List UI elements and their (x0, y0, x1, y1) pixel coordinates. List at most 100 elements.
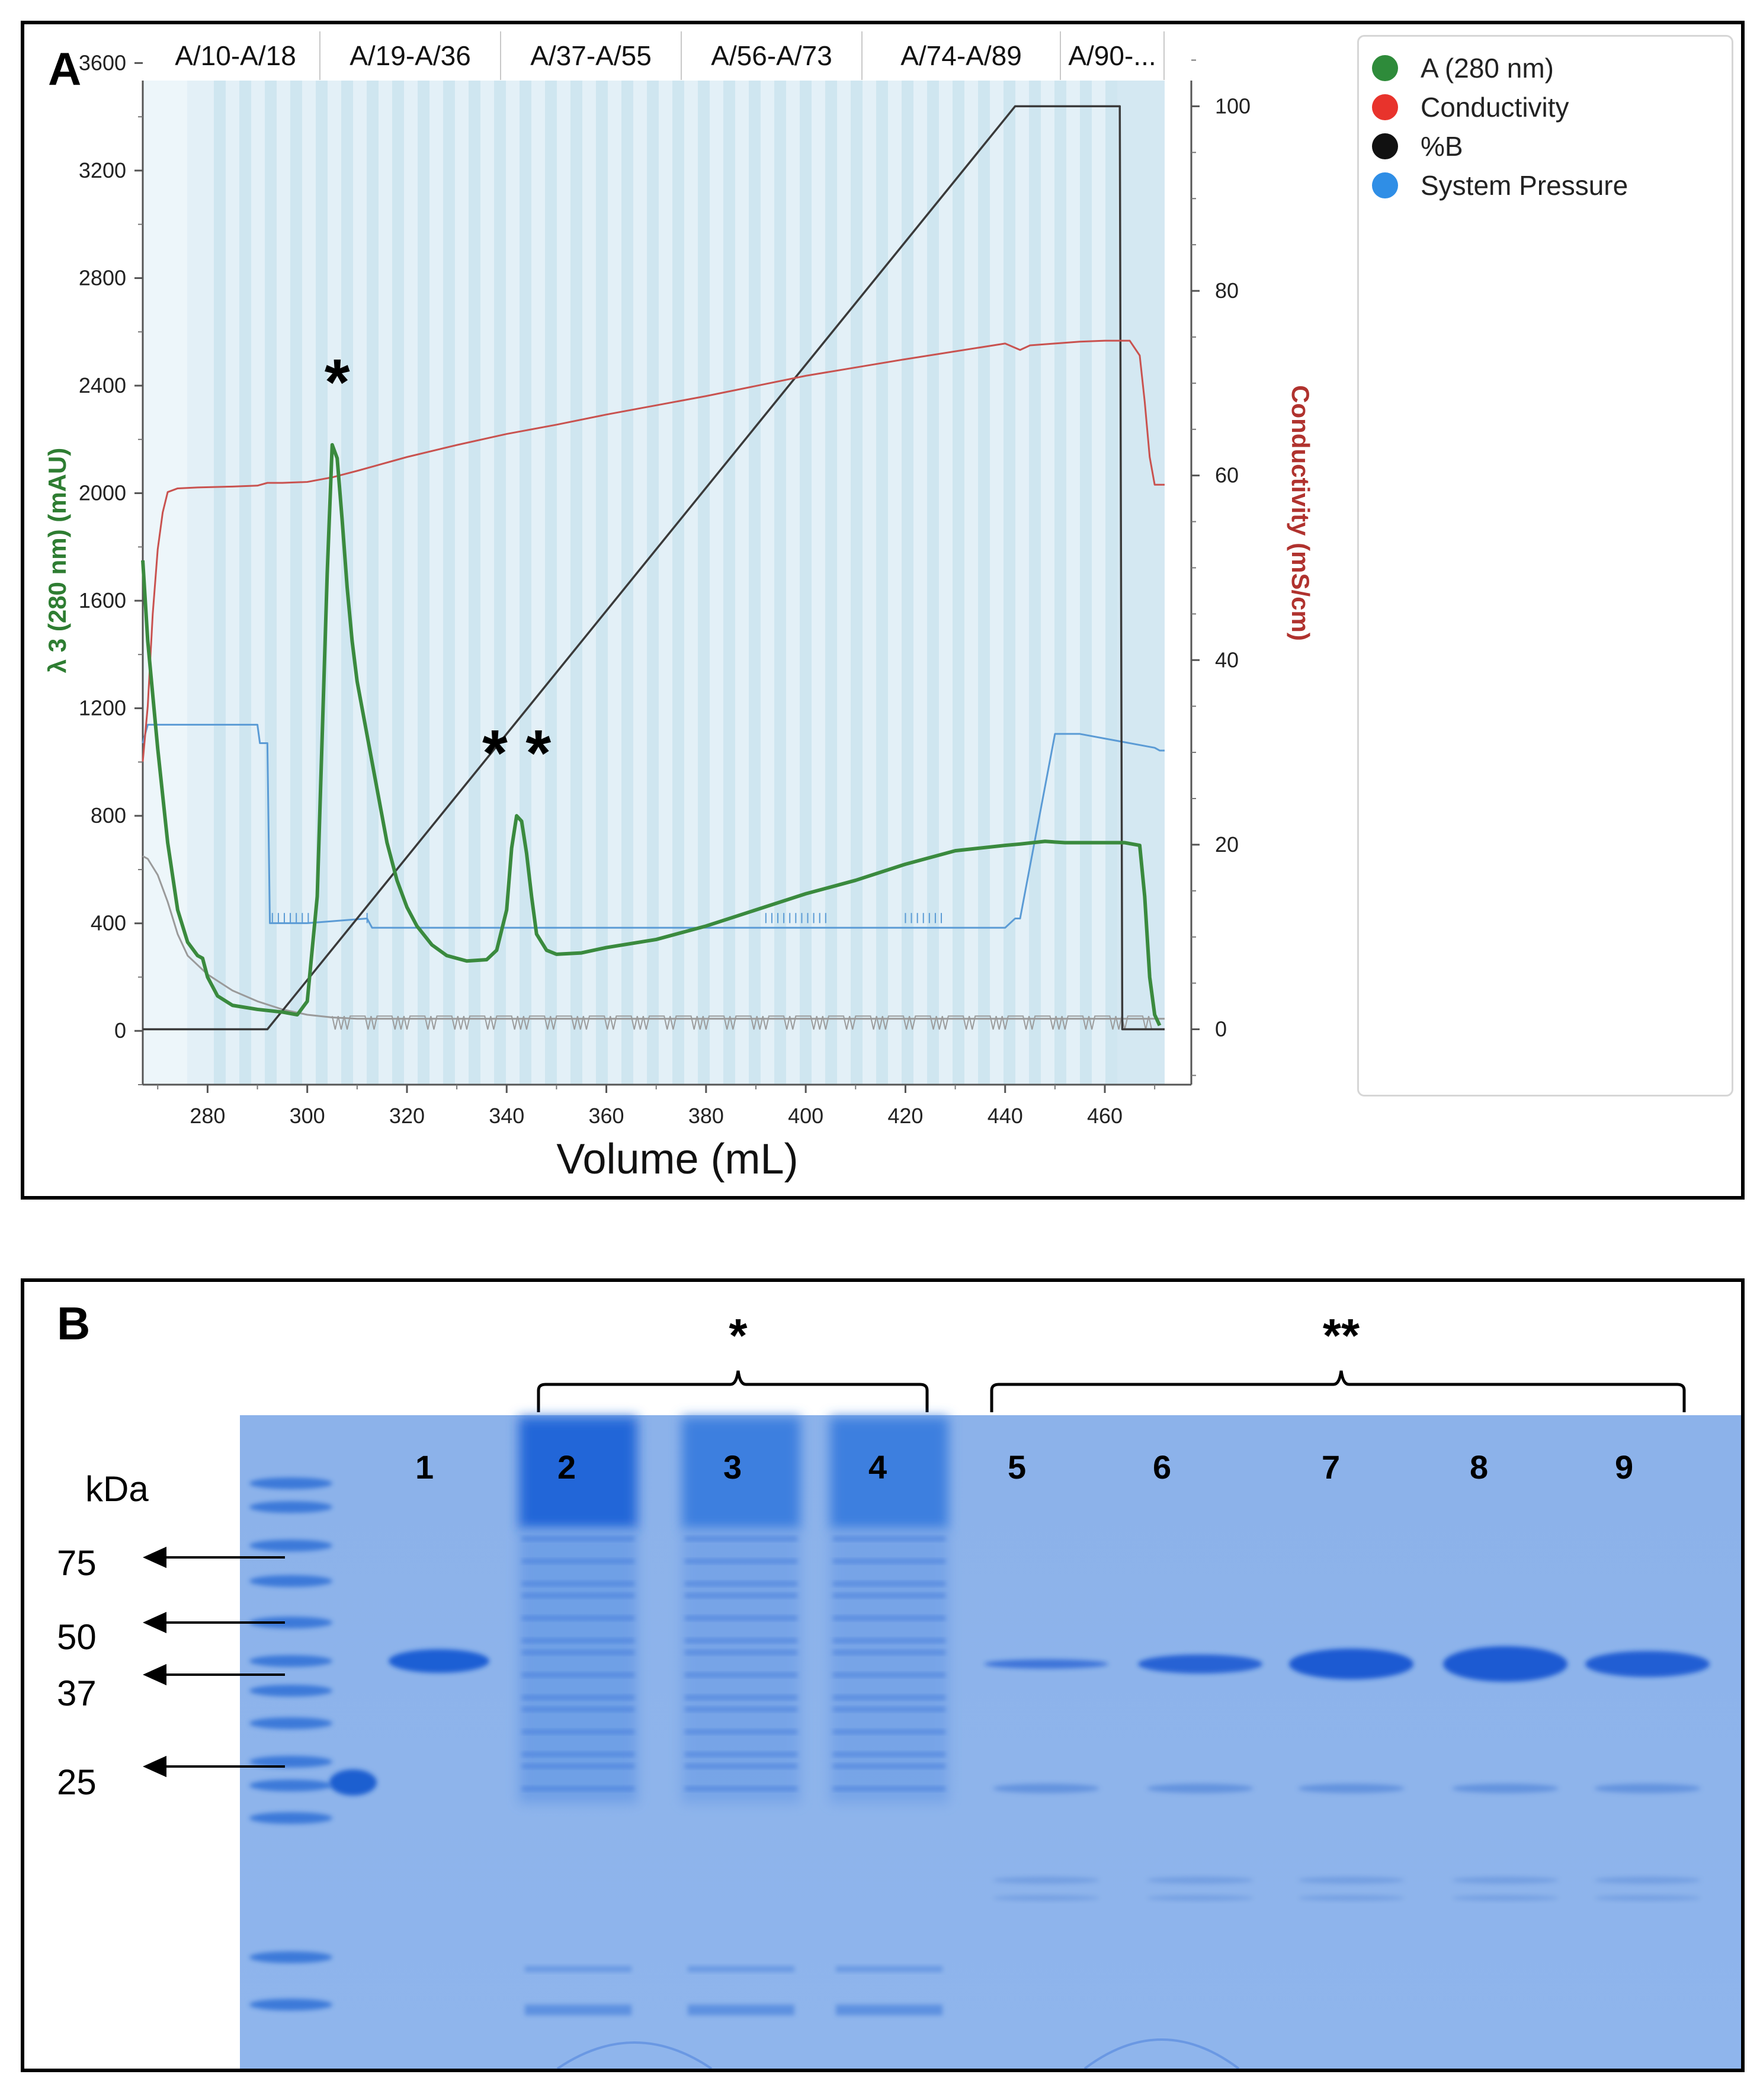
protein-band (833, 1650, 945, 1655)
series--b (143, 105, 1165, 1031)
ladder-band (249, 1501, 332, 1513)
group-label-peak-2: ** (1323, 1309, 1360, 1362)
lane-label-9: 9 (1615, 1448, 1634, 1486)
ladder-band (249, 1999, 332, 2011)
chromatogram-panel: A A/10-A/18 A/19-A/36 A/37-A/55 A/56-A/73 A/… (21, 21, 1745, 1200)
protein-band (685, 1537, 797, 1541)
fraction-stripes (214, 81, 1117, 1085)
fraction-stripe (978, 81, 990, 1085)
protein-band (522, 1650, 634, 1655)
ladder-band (249, 1717, 332, 1729)
x-tick-label: 420 (887, 1104, 923, 1128)
lane-label-2: 2 (557, 1448, 576, 1486)
peak-marker-2: * * (482, 717, 551, 790)
fraction-stripe (520, 81, 531, 1085)
protein-band (522, 1695, 634, 1700)
protein-band (833, 1582, 945, 1586)
fraction-stripe (1054, 81, 1066, 1085)
fraction-stripe (1029, 81, 1041, 1085)
protein-band (522, 1639, 634, 1643)
panel-b-letter: B (57, 1297, 91, 1349)
protein-band (522, 1616, 634, 1620)
fraction-stripe (876, 81, 888, 1085)
x-tick-label: 280 (190, 1104, 225, 1128)
fraction-stripe (392, 81, 404, 1085)
fraction-stripe (1080, 81, 1092, 1085)
ladder-band (249, 1951, 332, 1963)
mw-arrow-head (143, 1547, 166, 1568)
lane-label-8: 8 (1470, 1448, 1489, 1486)
ladder-band (249, 1575, 332, 1587)
mw-arrow-head (143, 1756, 166, 1777)
kda-label: kDa (85, 1469, 149, 1509)
y-tick-label: 1200 (79, 696, 126, 720)
protein-band (833, 1616, 945, 1620)
protein-band (685, 1639, 797, 1643)
target-band (1138, 1655, 1262, 1673)
protein-band (833, 1559, 945, 1563)
y-tick-label: 800 (91, 803, 126, 828)
series-system-pressure (142, 723, 1165, 929)
plot-shade-right (1117, 81, 1165, 1085)
protein-band (833, 1787, 945, 1791)
chart-legend: A (280 nm) Conductivity %B System Pressu… (1357, 35, 1733, 1097)
protein-band (522, 1673, 634, 1677)
impurity-band (1298, 1895, 1405, 1901)
legend-label-conductivity: Conductivity (1421, 92, 1569, 123)
ladder-band (249, 1780, 332, 1791)
impurity-band (1298, 1784, 1405, 1793)
target-band (1443, 1646, 1567, 1682)
legend-item-percent-b: %B (1372, 127, 1732, 166)
y-tick-label: 3200 (79, 158, 126, 182)
fraction-stripe (723, 81, 735, 1085)
y-tick-label: 0 (114, 1018, 126, 1043)
fraction-stripe (647, 81, 659, 1085)
ladder-band (249, 1655, 332, 1667)
protein-band (522, 1537, 634, 1541)
y-tick-label: 2000 (79, 481, 126, 505)
bottom-band (688, 2005, 794, 2015)
impurity-band (1594, 1784, 1701, 1793)
x-tick-label: 400 (788, 1104, 823, 1128)
y-axis-label: λ 3 (280 nm) (mAU) (43, 448, 71, 673)
legend-label-percent-b: %B (1421, 131, 1463, 162)
fraction-stripe (214, 81, 226, 1085)
legend-dot-pressure (1372, 172, 1398, 198)
fraction-stripe (265, 81, 277, 1085)
protein-band (685, 1695, 797, 1700)
impurity-band (1594, 1877, 1701, 1884)
legend-item-a280: A (280 nm) (1372, 49, 1732, 88)
series-conductivity (142, 339, 1165, 762)
impurity-band (1452, 1877, 1559, 1884)
protein-band (522, 1582, 634, 1586)
y2-axis-label: Conductivity (mS/cm) (1287, 385, 1315, 641)
x-tick-label: 380 (688, 1104, 724, 1128)
peak-marker-1: * (325, 346, 350, 419)
protein-band (685, 1707, 797, 1711)
lane1-main-band (389, 1649, 489, 1673)
ladder-band (249, 1540, 332, 1551)
impurity-band (1594, 1895, 1701, 1901)
low-band (525, 1966, 631, 1972)
fraction-tab: A/10-A/18 (152, 31, 320, 80)
fraction-stripe (749, 81, 761, 1085)
fraction-stripe (851, 81, 863, 1085)
protein-band (685, 1559, 797, 1563)
fraction-stripe (698, 81, 710, 1085)
lane-label-4: 4 (868, 1448, 887, 1486)
fraction-stripe (774, 81, 786, 1085)
y2-tick-label: 60 (1215, 463, 1239, 488)
protein-band (685, 1673, 797, 1677)
lane-8-bands (1443, 1646, 1567, 1901)
x-tick-label: 440 (988, 1104, 1023, 1128)
x-tick-label: 460 (1087, 1104, 1123, 1128)
impurity-band (993, 1784, 1099, 1793)
x-axis-label: Volume (mL) (556, 1136, 798, 1183)
mw-arrow-head (143, 1612, 166, 1633)
fraction-stripe (239, 81, 251, 1085)
protein-band (833, 1764, 945, 1768)
ladder-band (249, 1617, 332, 1628)
ladder-band (249, 1756, 332, 1768)
fraction-stripe (443, 81, 455, 1085)
protein-band (833, 1673, 945, 1677)
